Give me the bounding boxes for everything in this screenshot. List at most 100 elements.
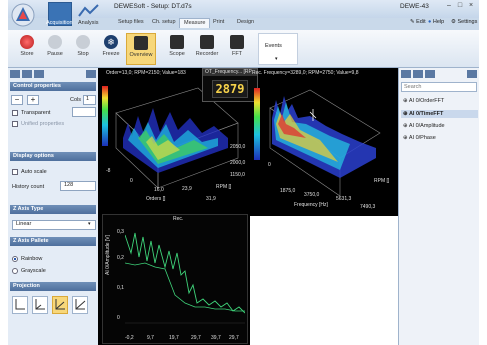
bottom-ytick: 0,2	[117, 255, 124, 261]
channel-item[interactable]: ⊕ AI 0/OrderFFT	[403, 98, 444, 104]
tab-print[interactable]: Print	[209, 18, 228, 28]
store-button[interactable]: Store	[14, 33, 40, 65]
freeze-label: Freeze	[98, 51, 124, 57]
bottom-xtick: -0,2	[125, 335, 134, 341]
cols-label: Cols	[70, 97, 81, 103]
layout-icon[interactable]	[86, 70, 96, 78]
amplitude-trace	[125, 223, 245, 331]
bottom-xtick: 29,7	[191, 335, 201, 341]
recorder-icon	[200, 35, 214, 49]
settings-link[interactable]: ⚙ Settings	[451, 19, 477, 25]
projection-3d-icon[interactable]	[52, 296, 68, 314]
projection-xy-icon[interactable]	[12, 296, 28, 314]
projection-iso-icon[interactable]	[72, 296, 88, 314]
z-axis-type-header[interactable]: Z Axis Type	[10, 205, 96, 214]
freeze-button[interactable]: ❄ Freeze	[98, 33, 124, 65]
color-picker[interactable]	[72, 107, 96, 117]
edit-label: Edit	[416, 19, 425, 25]
channel-label: AI 0/OrderFFT	[409, 98, 444, 104]
remove-button[interactable]: −	[11, 95, 23, 105]
transparent-checkbox[interactable]	[12, 110, 18, 116]
transparent-label: Transparent	[21, 110, 50, 116]
left-tick: 1150,0	[230, 172, 245, 178]
layout-toolbar	[10, 70, 96, 79]
left-tick: 16,0	[154, 187, 164, 193]
projection-header[interactable]: Projection	[10, 282, 96, 291]
events-panel[interactable]: Events ▾	[258, 33, 298, 65]
projection-xz-icon[interactable]	[32, 296, 48, 314]
stop-icon	[76, 35, 90, 49]
frequency-waterfall-plot[interactable]	[250, 78, 398, 216]
bottom-xtick: 19,7	[169, 335, 179, 341]
cols-select[interactable]: 1	[83, 95, 96, 105]
left-tick: 31,9	[206, 196, 216, 202]
fft-label: FFT	[224, 51, 250, 57]
right-ylabel: RPM []	[374, 178, 389, 184]
layout-icon[interactable]	[34, 70, 44, 78]
tab-setup-files[interactable]: Setup files	[114, 18, 148, 28]
app-window: DEWESoft - Setup: DT.d7s DEWE-43 – □ × A…	[8, 0, 479, 345]
tab-design[interactable]: Design	[233, 18, 258, 28]
layout-icon[interactable]	[10, 70, 20, 78]
right-tick: 3750,0	[304, 192, 319, 198]
fft-button[interactable]: FFT	[224, 33, 250, 65]
list-view-icon[interactable]	[425, 70, 435, 78]
overview-button[interactable]: Overview	[126, 33, 156, 65]
left-tick: 0	[130, 178, 133, 184]
left-tick: 2000,0	[230, 160, 245, 166]
grayscale-radio[interactable]	[12, 268, 18, 274]
right-plot-header: Rec. Frequency=3289,0; RPM=2750; Value=9…	[252, 70, 359, 76]
channel-item[interactable]: ⊕ AI 0/Phase	[403, 135, 436, 141]
z-axis-type-select[interactable]: Linear	[12, 220, 96, 230]
minimize-icon[interactable]: –	[444, 2, 454, 12]
add-button[interactable]: +	[27, 95, 39, 105]
unified-checkbox[interactable]	[12, 121, 18, 127]
left-tick: 23,9	[182, 186, 192, 192]
bottom-ytick: 0,1	[117, 285, 124, 291]
left-plot-header: Order=13,0; RPM=2150; Value=183	[106, 70, 186, 76]
dewesoft-logo[interactable]	[10, 2, 40, 32]
right-tick: 7490,3	[360, 204, 375, 210]
history-count-label: History count	[12, 184, 44, 190]
bottom-xtick: 9,7	[147, 335, 154, 341]
tab-measure[interactable]: Measure	[179, 18, 210, 28]
channel-item[interactable]: ⊕ AI 0/Amplitude	[403, 123, 445, 129]
gear-icon: ⚙	[451, 19, 456, 25]
acquisition-label: Acquisition	[46, 20, 73, 26]
pause-button[interactable]: Pause	[42, 33, 68, 65]
channel-toolbar	[401, 70, 477, 79]
bottom-ytick: 0	[117, 315, 120, 321]
recorder-button[interactable]: Recorder	[194, 33, 220, 65]
z-axis-palette-header[interactable]: Z Axis Pallete	[10, 237, 96, 246]
chevron-down-icon: ▾	[88, 221, 91, 227]
edit-link[interactable]: ✎ Edit	[410, 19, 426, 25]
display-options-header[interactable]: Display options	[10, 152, 96, 161]
auto-scale-checkbox[interactable]	[12, 169, 18, 175]
tab-ch-setup[interactable]: Ch. setup	[148, 18, 180, 28]
events-label: Events	[265, 43, 282, 49]
digital-meter-value: 2879	[212, 80, 248, 98]
chevron-down-icon: ▾	[275, 56, 278, 62]
snowflake-icon: ❄	[104, 35, 118, 49]
history-count-input[interactable]: 128	[60, 181, 96, 191]
stop-button[interactable]: Stop	[70, 33, 96, 65]
maximize-icon[interactable]: □	[455, 2, 465, 12]
control-properties-header[interactable]: Control properties	[10, 82, 96, 91]
channel-search-input[interactable]	[401, 82, 477, 92]
help-link[interactable]: ● Help	[428, 19, 444, 25]
close-icon[interactable]: ×	[466, 2, 476, 12]
list-view-icon[interactable]	[413, 70, 423, 78]
list-view-icon[interactable]	[401, 70, 411, 78]
rainbow-radio[interactable]	[12, 256, 18, 262]
scope-button[interactable]: Scope	[164, 33, 190, 65]
left-ylabel: RPM []	[216, 184, 231, 190]
right-xlabel: Frequency [Hz]	[294, 202, 328, 208]
channel-item-selected[interactable]: ⊕ AI 0/TimeFFT	[401, 110, 478, 118]
instance-name: DEWE-43	[400, 3, 429, 10]
amplitude-recorder[interactable]: Rec. AI 0/Amplitude [V] 0,3 0,2 0,1 0 -0…	[102, 214, 248, 344]
bottom-xtick: 29,7	[229, 335, 239, 341]
recorder-label: Recorder	[194, 51, 220, 57]
window-title: DEWESoft - Setup: DT.d7s	[114, 3, 192, 10]
layout-icon[interactable]	[22, 70, 32, 78]
list-view-icon[interactable]	[467, 70, 477, 78]
